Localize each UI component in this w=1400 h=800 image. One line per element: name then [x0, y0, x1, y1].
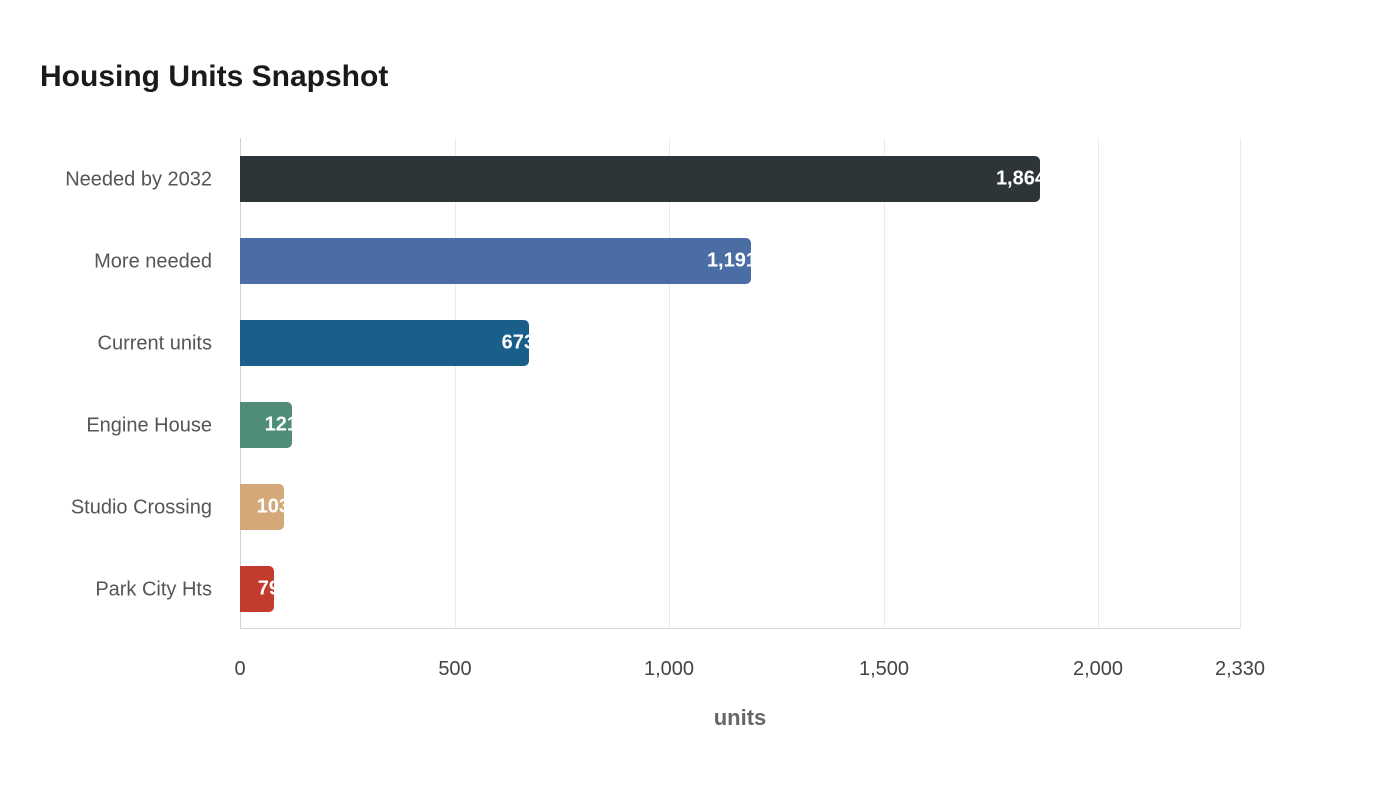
bar-value-label: 1,191 — [706, 249, 751, 272]
x-tick-label: 2,330 — [1214, 658, 1266, 680]
category-label: Needed by 2032 — [65, 168, 212, 191]
y-axis-line — [240, 138, 241, 629]
bar-park-city-hts[interactable]: 79 — [240, 566, 274, 612]
gridline — [1240, 138, 1241, 629]
category-label: More needed — [94, 250, 212, 273]
gridline — [1098, 138, 1099, 629]
x-tick-label: 1,000 — [643, 658, 695, 680]
x-axis-title: units — [713, 705, 767, 730]
x-tick-label: 1,500 — [858, 658, 910, 680]
plot-area: 1,864 1,191 673 121 103 79 — [240, 138, 1241, 629]
gridline — [669, 138, 670, 629]
category-label: Studio Crossing — [70, 496, 212, 519]
bar-more-needed[interactable]: 1,191 — [240, 238, 751, 284]
bar-value-label: 121 — [264, 413, 292, 436]
category-label: Engine House — [86, 414, 212, 437]
x-tick-label: 0 — [234, 658, 246, 680]
bar-engine-house[interactable]: 121 — [240, 402, 292, 448]
bar-value-label: 673 — [501, 331, 529, 354]
gridline — [455, 138, 456, 629]
x-tick-label: 500 — [438, 658, 472, 680]
category-label: Current units — [97, 332, 213, 355]
gridline — [884, 138, 885, 629]
bar-value-label: 1,864 — [995, 167, 1040, 190]
bar-needed-by-2032[interactable]: 1,864 — [240, 156, 1040, 202]
bar-value-label: 103 — [256, 495, 284, 518]
x-axis-line — [240, 628, 1240, 629]
category-label: Park City Hts — [95, 578, 212, 601]
bar-studio-crossing[interactable]: 103 — [240, 484, 284, 530]
bar-value-label: 79 — [257, 577, 274, 600]
chart-title: Housing Units Snapshot — [40, 60, 389, 93]
x-tick-label: 2,000 — [1072, 658, 1124, 680]
bar-current-units[interactable]: 673 — [240, 320, 529, 366]
